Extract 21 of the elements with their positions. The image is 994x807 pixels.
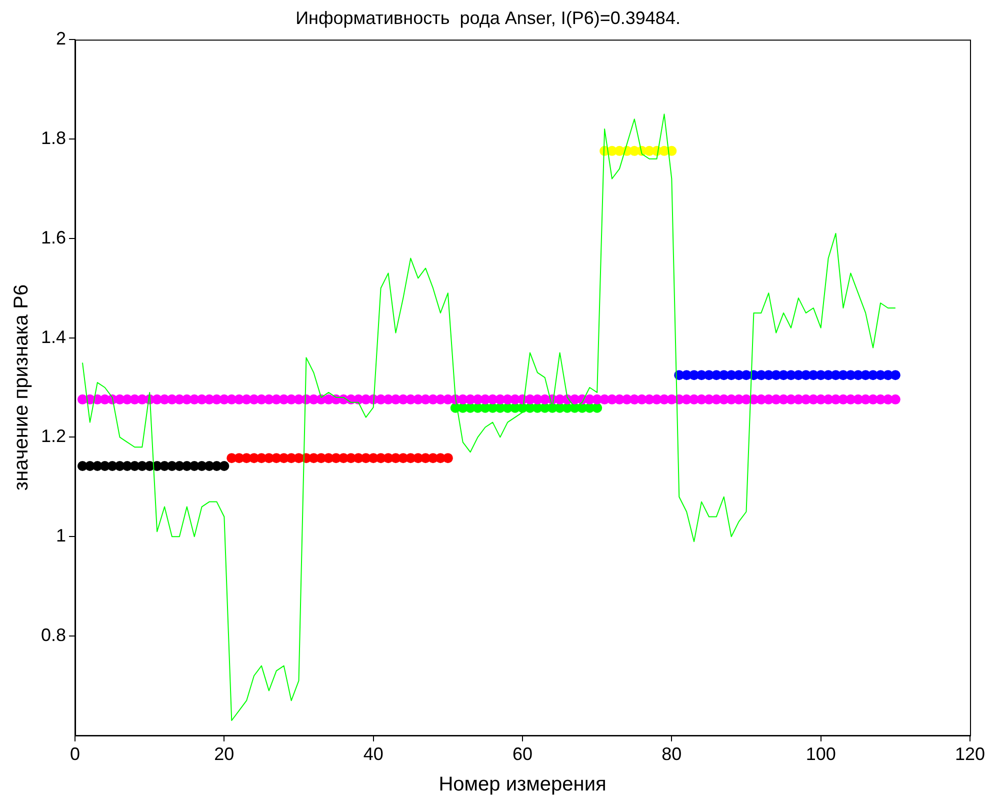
x-tick-label: 40: [363, 744, 384, 764]
point: [219, 461, 230, 472]
x-tick-label: 80: [662, 744, 682, 764]
y-tick-label: 1.2: [40, 426, 66, 446]
chart-title: Информативность рода Anser, I(P6)=0.39484.: [296, 8, 680, 28]
x-tick-label: 100: [806, 744, 836, 764]
y-tick-label: 2: [56, 28, 66, 49]
x-tick-label: 20: [214, 744, 234, 764]
x-tick-label: 60: [512, 744, 533, 764]
y-tick-label: 1.8: [40, 128, 66, 148]
y-tick-label: 1.6: [40, 227, 66, 248]
y-axis-title: значение признака P6: [10, 284, 33, 491]
y-tick-label: 0.8: [40, 624, 66, 645]
y-tick-label: 1: [56, 526, 66, 546]
point: [890, 370, 900, 380]
point: [442, 453, 453, 464]
y-tick-label: 1.4: [40, 326, 66, 347]
x-tick-label: 120: [954, 744, 986, 764]
x-axis-title: Номер измерения: [438, 774, 606, 796]
point: [592, 402, 602, 413]
x-tick-label: 0: [70, 744, 80, 764]
